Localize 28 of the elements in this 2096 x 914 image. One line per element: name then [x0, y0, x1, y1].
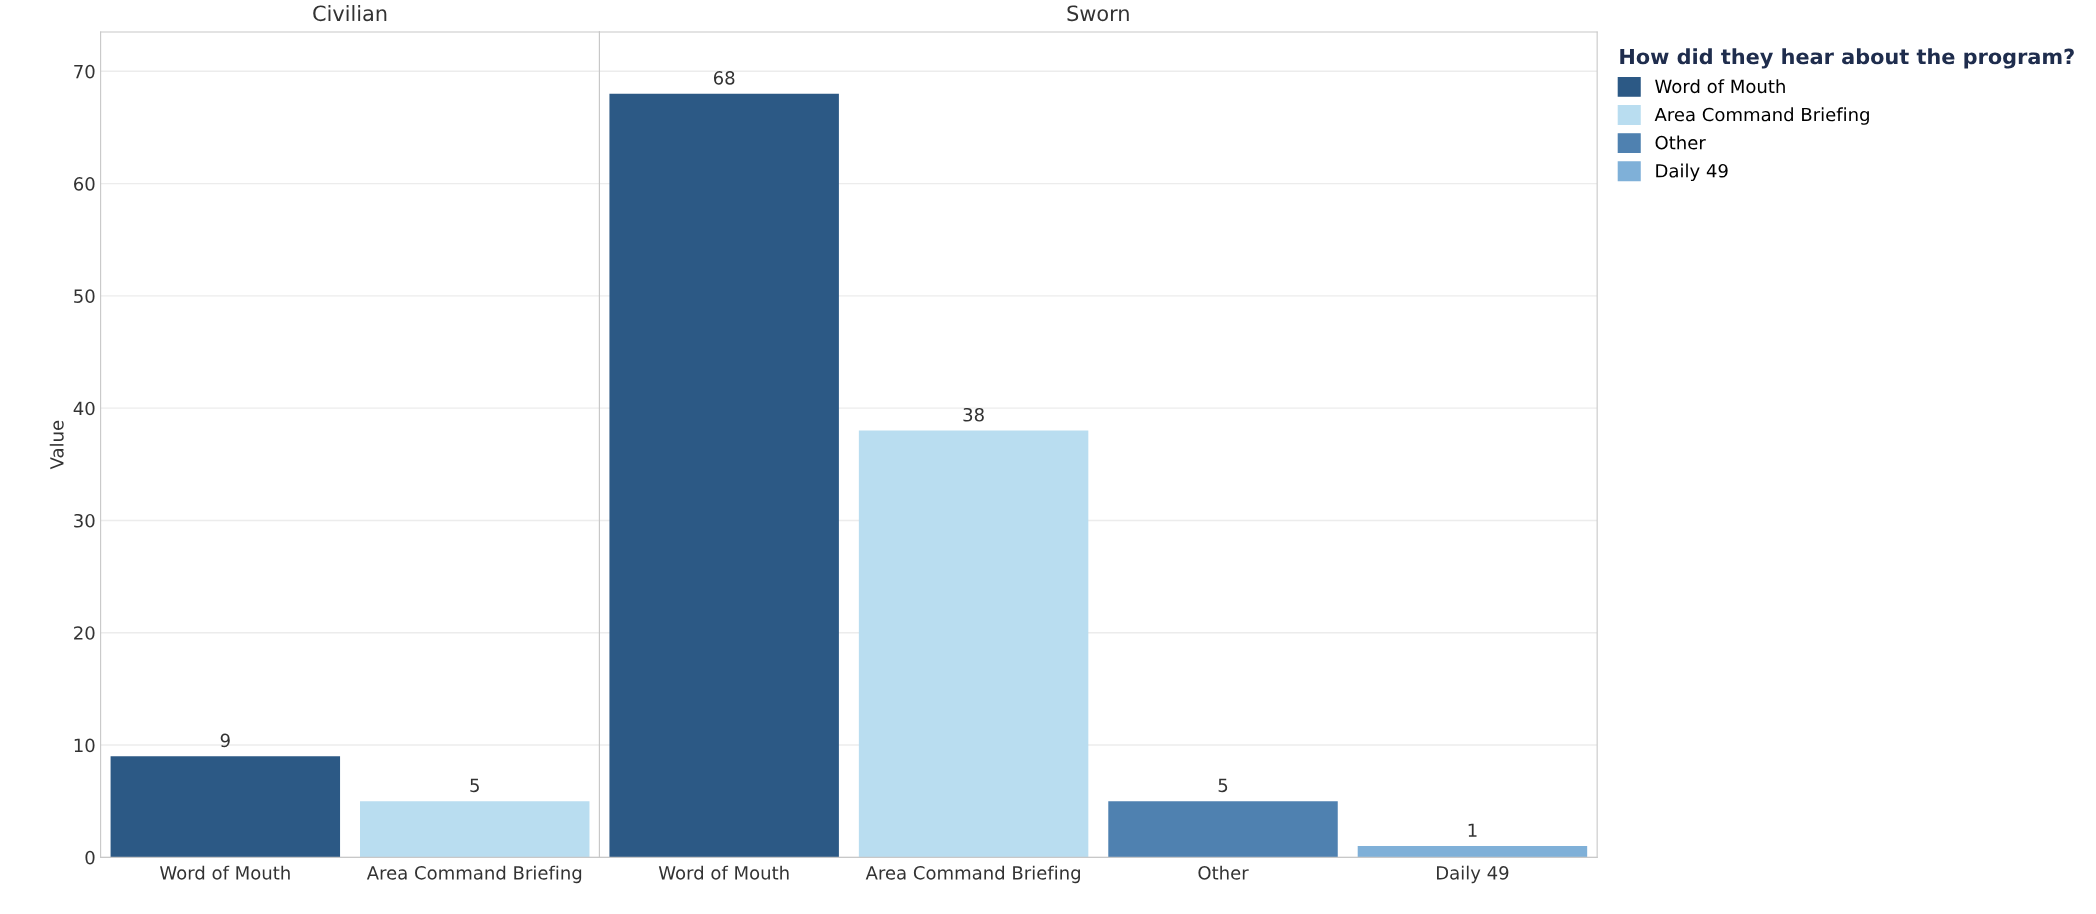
y-tick-label: 30	[74, 513, 95, 528]
y-tick-label: 40	[73, 401, 95, 416]
x-tick-label: Word of Mouth	[159, 865, 290, 880]
data-label: 5	[1218, 778, 1228, 793]
data-label: 9	[220, 733, 230, 748]
x-tick-label: Daily 49	[1437, 865, 1509, 884]
legend-label: Daily 49	[1656, 163, 1728, 182]
y-tick-label: 70	[74, 64, 95, 79]
y-tick-label: 50	[74, 289, 95, 303]
chart-title: Sworn	[1067, 5, 1129, 22]
legend-label: Other	[1655, 135, 1706, 150]
y-tick-label: 0	[85, 850, 95, 865]
legend-title: How did they hear about the program?	[1620, 48, 2074, 69]
legend-label: Area Command Briefing	[1654, 107, 1869, 125]
x-tick-label: Other	[1198, 865, 1249, 880]
chart-title: Civilian	[313, 5, 387, 22]
x-tick-label: Area Command Briefing	[865, 865, 1080, 884]
x-tick-label: Word of Mouth	[658, 865, 789, 880]
data-label: 5	[470, 778, 479, 793]
data-label: 68	[713, 71, 735, 85]
y-axis-title: Value	[49, 420, 64, 470]
y-tick-label: 20	[74, 626, 95, 640]
y-tick-label: 60	[74, 177, 95, 191]
y-tick-label: 10	[74, 738, 95, 753]
data-label: 38	[963, 407, 984, 422]
legend-label: Word of Mouth	[1655, 79, 1785, 94]
x-tick-label: Area Command Briefing	[366, 865, 582, 884]
data-label: 1	[1468, 823, 1477, 837]
